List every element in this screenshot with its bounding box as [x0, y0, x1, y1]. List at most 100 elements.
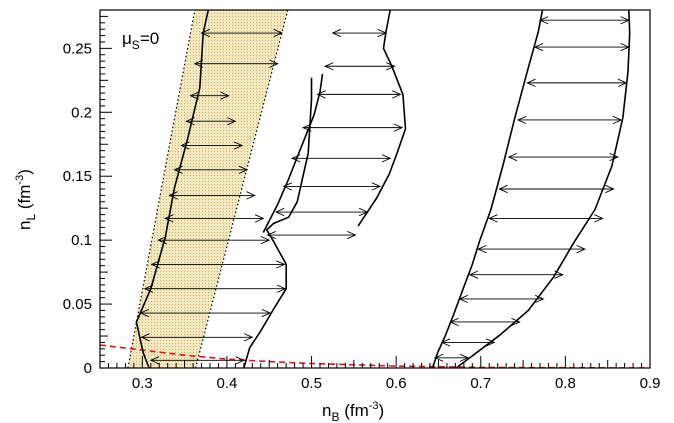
tie-line-arrow-24 [440, 338, 496, 347]
arrowhead-right [371, 182, 382, 191]
axes: 0.3 0.4 0.5 0.6 0.7 0.8 0.9 0 0.05 0.1 0.15 0.2 0.25 [63, 9, 661, 392]
arrowhead-right [535, 294, 545, 304]
arrowhead-left [168, 191, 178, 200]
arrowhead-right [612, 115, 623, 125]
arrowhead-left [477, 244, 487, 254]
arrowhead-right [276, 260, 286, 269]
arrowhead-right [269, 59, 279, 68]
arrowhead-right [273, 28, 283, 38]
tie-line-arrow-33 [526, 78, 628, 87]
arrowhead-left [149, 356, 160, 365]
x-tick-label: 0.7 [470, 375, 491, 392]
arrowhead-left [291, 154, 301, 163]
arrowhead-left [274, 207, 285, 217]
arrowhead-right [347, 230, 357, 240]
arrowhead-right [276, 284, 287, 293]
tie-line-arrow-12 [189, 91, 230, 100]
arrowhead-left [140, 333, 150, 342]
arrowhead-right [377, 28, 388, 38]
arrowhead-left [538, 16, 549, 25]
arrowhead-right [554, 270, 564, 279]
tie-line-arrow-30 [498, 184, 615, 194]
arrowhead-left [533, 42, 544, 52]
arrowhead-left [180, 141, 190, 150]
arrowhead-right [620, 42, 630, 52]
arrowhead-right [235, 356, 245, 365]
y-tick-label: 0 [84, 360, 92, 377]
tie-line-arrow-9 [173, 165, 249, 174]
arrowhead-right [220, 91, 230, 100]
boundary-curve-6 [455, 10, 631, 368]
tie-line-arrow-34 [533, 42, 630, 52]
x-tick-label: 0.3 [132, 375, 153, 392]
arrowhead-left [316, 90, 326, 99]
y-tick-label: 0.15 [63, 168, 92, 185]
arrowhead-right [243, 333, 254, 342]
tie-line-arrow-23 [433, 353, 470, 362]
arrowhead-right [233, 141, 244, 150]
arrowhead-left [157, 236, 167, 245]
arrowhead-left [458, 294, 468, 304]
x-tick-label: 0.8 [555, 375, 576, 392]
tie-line-arrow-10 [180, 141, 244, 150]
arrowhead-right [392, 90, 402, 99]
arrowhead-left [189, 91, 199, 100]
y-tick-label: 0.2 [71, 104, 92, 121]
arrowhead-left [440, 338, 451, 347]
plot-area [100, 10, 650, 368]
arrowhead-left [468, 270, 479, 279]
arrowhead-right [620, 16, 630, 25]
tie-line-arrow-11 [185, 117, 237, 126]
arrowhead-right [227, 117, 237, 126]
arrowhead-left [173, 165, 183, 174]
arrowhead-left [488, 214, 498, 223]
arrowhead-right [594, 214, 604, 223]
x-axis-title: nB (fm-3) [322, 400, 384, 423]
arrowhead-right [238, 165, 249, 174]
tie-line-arrow-32 [516, 115, 623, 125]
tie-line-arrow-27 [468, 270, 564, 279]
arrowhead-right [617, 78, 628, 87]
arrowhead-right [511, 317, 521, 327]
x-tick-label: 0.9 [640, 375, 661, 392]
y-tick-label: 0.25 [63, 40, 92, 57]
arrowhead-left [526, 78, 536, 87]
arrowhead-right [393, 123, 404, 132]
arrowhead-right [261, 308, 272, 318]
arrowhead-left [282, 182, 292, 191]
arrowhead-left [331, 28, 342, 38]
arrowhead-right [459, 353, 470, 362]
arrowhead-right [605, 184, 615, 194]
tie-line-arrow-18 [291, 154, 392, 163]
arrowhead-right [260, 236, 271, 245]
tie-line-arrow-13 [193, 59, 279, 68]
y-axis-title: nL (fm-3) [14, 169, 38, 230]
tie-line-arrow-35 [538, 16, 630, 25]
arrowhead-right [386, 62, 396, 71]
tie-line-arrow-7 [164, 214, 265, 223]
tie-line-arrow-19 [301, 123, 404, 132]
arrowhead-left [516, 115, 527, 125]
arrowhead-left [193, 59, 204, 68]
arrowhead-left [185, 117, 195, 126]
tie-line-arrow-31 [507, 152, 619, 162]
arrowhead-right [576, 244, 586, 254]
arrowhead-left [139, 308, 149, 318]
tie-line-arrow-5 [150, 260, 286, 269]
tie-line-arrow-20 [316, 90, 402, 99]
tie-line-arrow-4 [143, 284, 287, 293]
tie-line-arrow-21 [323, 62, 396, 71]
tie-line-arrow-26 [458, 294, 545, 304]
arrowhead-left [150, 260, 160, 269]
arrowhead-right [254, 214, 265, 223]
tie-line-arrow-14 [200, 28, 283, 38]
arrowhead-left [498, 184, 508, 194]
arrowhead-right [485, 338, 496, 347]
arrowhead-right [246, 191, 256, 200]
arrowhead-right [359, 207, 369, 217]
tie-line-arrow-6 [157, 236, 271, 245]
tie-line-arrow-28 [477, 244, 586, 254]
tie-line-arrow-17 [282, 182, 382, 191]
tie-line-arrow-29 [488, 214, 604, 223]
